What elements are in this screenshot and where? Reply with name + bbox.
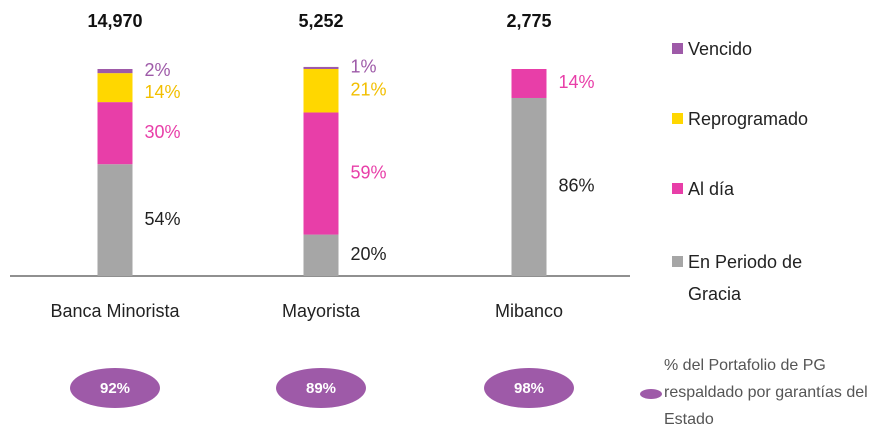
legend-item: Al día bbox=[672, 173, 838, 205]
guarantee-legend-label: % del Portafolio de PG respaldado por ga… bbox=[664, 357, 868, 428]
legend-item: Reprogramado bbox=[672, 103, 838, 135]
x-tick-label: Mayorista bbox=[282, 301, 361, 321]
legend-swatch bbox=[672, 113, 683, 124]
data-label: 2% bbox=[145, 60, 171, 80]
bar-segment bbox=[303, 112, 339, 235]
guarantee-ellipse bbox=[276, 368, 366, 408]
bar-segment bbox=[303, 66, 339, 69]
legend-label: Vencido bbox=[688, 39, 753, 59]
legend-label: En Periodo de Gracia bbox=[688, 252, 803, 304]
bar-segment bbox=[303, 234, 339, 276]
total-label: 14,970 bbox=[87, 11, 142, 31]
legend-item: En Periodo de Gracia bbox=[672, 246, 838, 310]
data-label: 1% bbox=[351, 57, 377, 77]
guarantee-legend-marker bbox=[640, 389, 662, 399]
bar-segment bbox=[97, 69, 133, 74]
guarantee-ellipse bbox=[70, 368, 160, 408]
guarantee-label: 98% bbox=[514, 380, 544, 397]
data-label: 14% bbox=[559, 72, 595, 92]
data-label: 14% bbox=[145, 82, 181, 102]
legend-swatch bbox=[672, 183, 683, 194]
data-label: 30% bbox=[145, 122, 181, 142]
guarantee-label: 92% bbox=[100, 380, 130, 397]
legend-item: Vencido bbox=[672, 33, 838, 65]
total-label: 2,775 bbox=[506, 11, 551, 31]
legend-label: Al día bbox=[688, 179, 735, 199]
bar-segment bbox=[97, 102, 133, 165]
legend-swatch bbox=[672, 43, 683, 54]
data-label: 20% bbox=[351, 244, 387, 264]
bar-segment bbox=[97, 164, 133, 276]
x-tick-label: Mibanco bbox=[495, 301, 563, 321]
data-label: 59% bbox=[351, 162, 387, 182]
x-tick-label: Banca Minorista bbox=[50, 301, 180, 321]
legend-swatch bbox=[672, 256, 683, 267]
bar-segment bbox=[303, 69, 339, 113]
bar-segment bbox=[511, 69, 547, 98]
data-label: 86% bbox=[559, 176, 595, 196]
total-label: 5,252 bbox=[298, 11, 343, 31]
data-label: 21% bbox=[351, 79, 387, 99]
legend-label: Reprogramado bbox=[688, 109, 809, 129]
guarantee-ellipse bbox=[484, 368, 574, 408]
bar-segment bbox=[511, 97, 547, 276]
guarantee-label: 89% bbox=[306, 380, 336, 397]
bar-segment bbox=[97, 73, 133, 103]
data-label: 54% bbox=[145, 209, 181, 229]
